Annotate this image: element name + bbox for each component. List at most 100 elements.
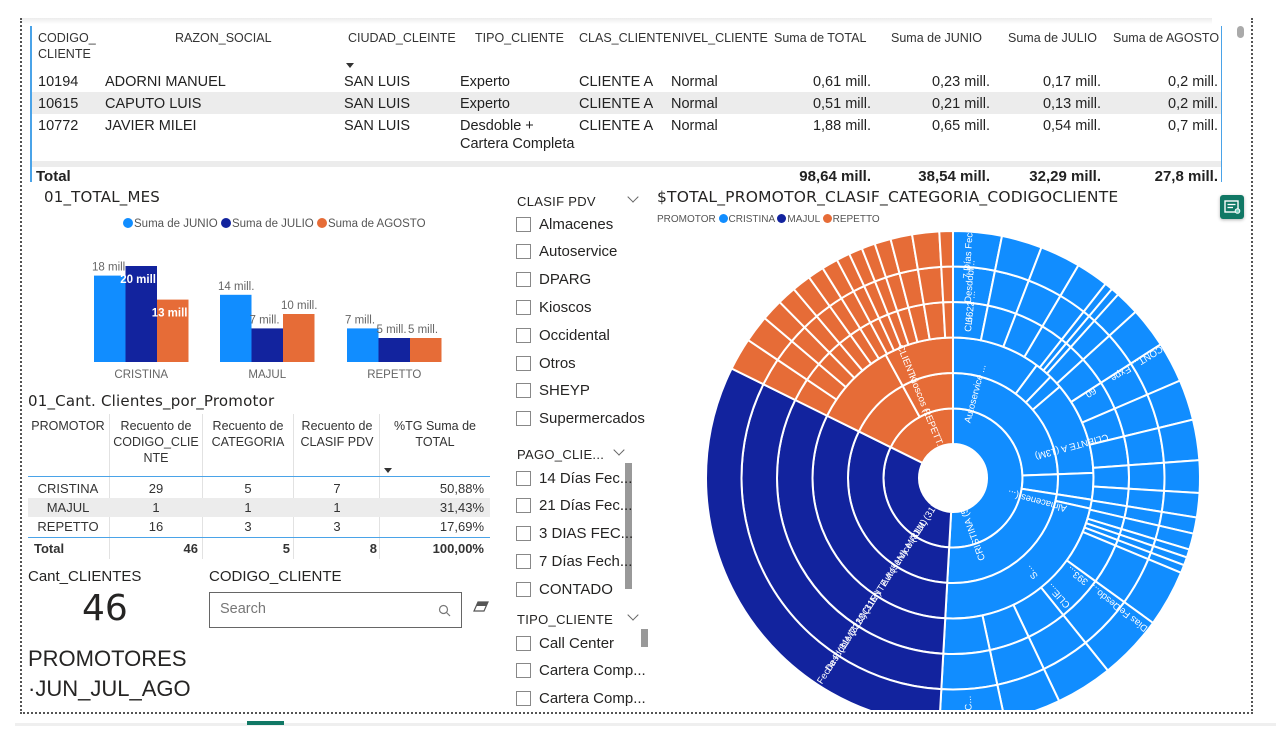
slicer-item-label: DPARG — [539, 271, 592, 289]
col-header-nivel-cliente[interactable]: NIVEL_CLIENTE — [672, 31, 768, 45]
table-row[interactable]: REPETTO 16 3 3 17,69% — [28, 517, 490, 536]
slicer-scrollbar[interactable] — [641, 629, 648, 647]
table-scrollbar[interactable] — [1237, 26, 1244, 38]
cell-razon: CAPUTO LUIS — [105, 96, 202, 112]
bar-majul-0[interactable] — [220, 294, 252, 362]
checkbox[interactable] — [516, 244, 531, 260]
slicer-item[interactable]: Kioscos — [516, 296, 592, 318]
bar-majul-2[interactable] — [283, 314, 315, 362]
table-row[interactable]: 10615 CAPUTO LUIS SAN LUIS Experto CLIEN… — [32, 92, 1221, 114]
slicer-item[interactable]: Occidental — [516, 324, 610, 346]
col-header-promotor[interactable]: PROMOTOR — [28, 414, 108, 476]
slicer-item[interactable]: 14 Días Fec... — [516, 467, 632, 489]
search-input[interactable] — [220, 601, 420, 617]
total-suma-agosto: 27,8 mill. — [1154, 168, 1218, 185]
col-header-recuento-clasif[interactable]: Recuento de CLASIF PDV — [294, 414, 380, 476]
search-icon[interactable] — [438, 604, 451, 617]
col-header-pct-total[interactable]: %TG Suma de TOTAL — [380, 414, 490, 476]
col-header-clas-cliente[interactable]: CLAS_CLIENTE — [579, 31, 672, 45]
cell-agosto: 0,2 mill. — [1168, 74, 1218, 90]
cell-promotor: REPETTO — [37, 519, 99, 534]
bar-majul-1[interactable] — [251, 328, 284, 362]
header-text: %TG Suma de — [394, 419, 476, 433]
table-row[interactable]: 10772 JAVIER MILEI SAN LUIS Desdoble + C… — [32, 114, 1221, 154]
checkbox[interactable] — [516, 216, 531, 232]
legend-item-agosto[interactable]: Suma de AGOSTO — [316, 218, 426, 230]
bar-cristina-0[interactable] — [94, 275, 126, 362]
col-header-recuento-categoria[interactable]: Recuento de CATEGORIA — [203, 414, 293, 476]
sunburst-segment-cristina[interactable] — [1162, 459, 1201, 495]
col-header-tipo-cliente[interactable]: TIPO_CLIENTE — [475, 31, 564, 45]
sunburst-segment-repetto[interactable] — [910, 230, 943, 271]
sunburst-segment-cristina[interactable] — [1127, 461, 1166, 492]
sunburst-segment-repetto[interactable] — [940, 265, 954, 304]
sunburst-segment-cristina[interactable] — [952, 230, 1004, 272]
checkbox[interactable] — [516, 663, 531, 679]
sunburst-segment-cristina[interactable] — [942, 614, 992, 655]
checkbox[interactable] — [516, 470, 531, 486]
checkbox[interactable] — [516, 498, 531, 514]
sunburst-segment-repetto[interactable] — [938, 230, 954, 268]
checkbox[interactable] — [516, 299, 531, 315]
checkbox[interactable] — [516, 272, 531, 288]
bar-cristina-2[interactable] — [157, 299, 189, 362]
eraser-icon[interactable] — [473, 601, 489, 613]
codigo-cliente-search[interactable] — [209, 592, 462, 628]
sunburst-segment-cristina[interactable] — [1092, 464, 1130, 490]
slicer-item[interactable]: SHEYP — [516, 380, 590, 402]
slicer-item[interactable]: Cartera Comp... — [516, 660, 646, 682]
checkbox[interactable] — [516, 553, 531, 569]
sunburst-segment-cristina[interactable] — [1157, 418, 1201, 464]
slicer-scrollbar[interactable] — [625, 463, 632, 589]
slicer-item-label: Cartera Comp... — [539, 690, 646, 708]
slicer-item[interactable]: Otros — [516, 352, 576, 374]
slicer-item[interactable]: Call Center — [516, 632, 614, 654]
col-header-suma-junio[interactable]: Suma de JUNIO — [891, 31, 983, 45]
col-header-razon-social[interactable]: RAZON_SOCIAL — [175, 31, 272, 45]
sunburst-segment-cristina[interactable] — [940, 648, 999, 691]
active-page-tab-indicator[interactable] — [247, 721, 284, 725]
slicer-item[interactable]: 7 Días Fech... — [516, 550, 632, 572]
bar-repetto-2[interactable] — [410, 338, 442, 362]
slicer-item[interactable]: CONTADO — [516, 578, 613, 600]
checkbox[interactable] — [516, 383, 531, 399]
col-header-suma-total[interactable]: Suma de TOTAL — [774, 31, 867, 45]
total-label: Total — [34, 541, 65, 556]
slicer-item[interactable]: DPARG — [516, 269, 591, 291]
col-header-codigo-cliente[interactable]: CODIGO_ CLIENTE — [38, 30, 96, 62]
legend-item-julio[interactable]: Suma de JULIO — [220, 218, 314, 230]
slicer-item[interactable]: 21 Días Fec... — [516, 495, 632, 517]
legend-item-junio[interactable]: Suma de JUNIO — [123, 218, 218, 230]
slicer-item[interactable]: Autoservice — [516, 241, 617, 263]
checkbox[interactable] — [516, 635, 531, 651]
slicer-item-label: SHEYP — [539, 382, 590, 400]
checkbox[interactable] — [516, 581, 531, 597]
bar-repetto-0[interactable] — [347, 328, 379, 362]
checkbox[interactable] — [516, 355, 531, 371]
slicer-item[interactable]: 3 DIAS FEC... — [516, 523, 633, 545]
slicer-item[interactable]: Cartera Comp... — [516, 688, 646, 710]
col-header-suma-julio[interactable]: Suma de JULIO — [1008, 31, 1097, 45]
sunburst-segment-repetto[interactable] — [942, 300, 954, 339]
legend-item-cristina[interactable]: CRISTINA — [718, 214, 775, 225]
table-row[interactable]: CRISTINA 29 5 7 50,88% — [28, 479, 490, 498]
bar-cristina-1[interactable] — [125, 266, 158, 362]
checkbox[interactable] — [516, 526, 531, 542]
smart-narrative-button[interactable] — [1220, 195, 1244, 219]
sunburst-segment-label: 7 Días Fech... — [961, 230, 976, 279]
slicer-item[interactable]: Almacenes — [516, 213, 613, 235]
table-row[interactable]: MAJUL 1 1 1 31,43% — [28, 498, 490, 517]
col-header-suma-agosto[interactable]: Suma de AGOSTO — [1113, 31, 1220, 45]
legend-item-majul[interactable]: MAJUL — [777, 214, 820, 225]
col-header-recuento-codigo[interactable]: Recuento de CODIGO_CLIE NTE — [110, 414, 202, 476]
col-header-ciudad[interactable]: CIUDAD_CLEINTE — [348, 31, 456, 45]
checkbox[interactable] — [516, 411, 531, 427]
table-total-row: Total 46 5 8 100,00% — [28, 539, 490, 558]
total-categoria: 5 — [282, 541, 290, 556]
checkbox[interactable] — [516, 691, 531, 707]
slicer-item[interactable]: Supermercados — [516, 408, 645, 430]
checkbox[interactable] — [516, 327, 531, 343]
table-row[interactable]: 10194 ADORNI MANUEL SAN LUIS Experto CLI… — [32, 70, 1221, 92]
legend-item-repetto[interactable]: REPETTO — [822, 214, 880, 225]
bar-repetto-1[interactable] — [378, 338, 411, 362]
